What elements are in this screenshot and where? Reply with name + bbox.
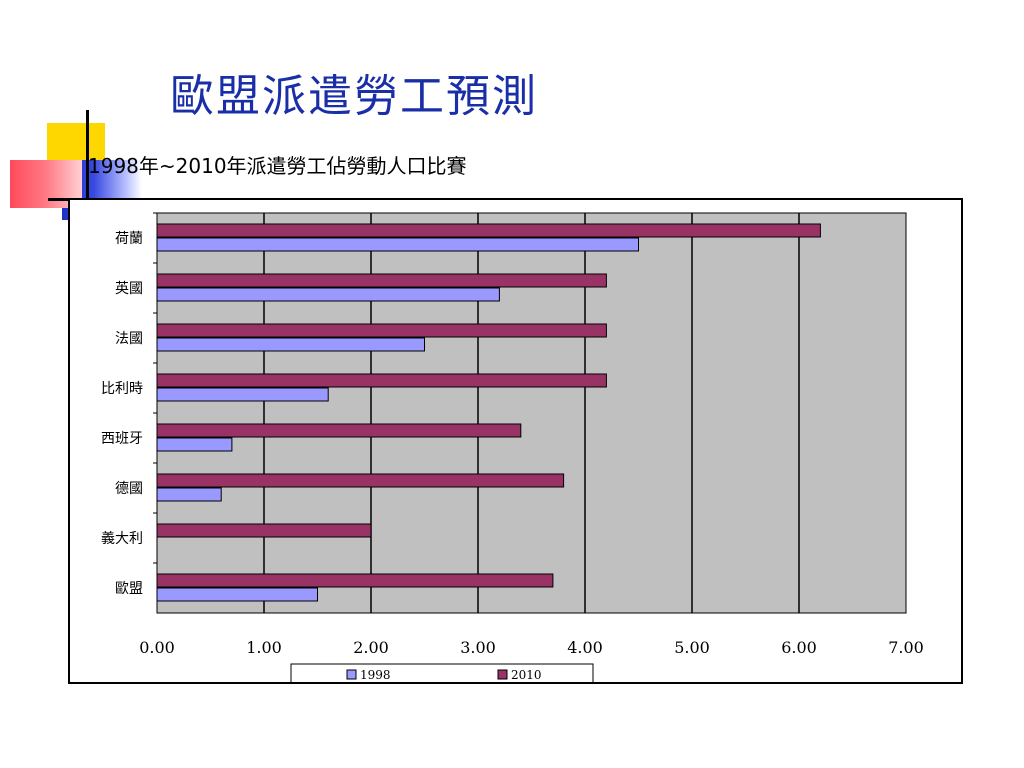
legend-label: 2010 bbox=[511, 668, 542, 682]
bar-1998 bbox=[156, 287, 500, 302]
category-label: 義大利 bbox=[101, 530, 143, 547]
category-label: 比利時 bbox=[101, 381, 143, 397]
bar-2010 bbox=[156, 373, 607, 388]
x-tick-label: 3.00 bbox=[460, 638, 496, 657]
plot-area bbox=[156, 212, 907, 614]
x-tick-label: 0.00 bbox=[139, 638, 175, 657]
category-label: 歐盟 bbox=[115, 581, 143, 597]
slide-title: 歐盟派遣勞工預測 bbox=[170, 71, 538, 122]
category-label: 西班牙 bbox=[101, 431, 143, 447]
bar-1998 bbox=[156, 337, 425, 352]
chart-frame: 荷蘭英國法國比利時西班牙德國義大利歐盟 0.00 1.00 2.00 3.00 4.00 5… bbox=[68, 198, 963, 684]
legend-label: 1998 bbox=[360, 668, 391, 682]
x-tick-label: 5.00 bbox=[674, 638, 710, 657]
category-label: 德國 bbox=[115, 481, 143, 497]
decor-vertical-line bbox=[86, 110, 89, 205]
legend-swatch-1998 bbox=[346, 669, 357, 680]
legend bbox=[290, 663, 594, 682]
x-tick-label: 4.00 bbox=[567, 638, 603, 657]
bar-2010 bbox=[156, 223, 821, 238]
bar-2010 bbox=[156, 573, 554, 588]
bar-2010 bbox=[156, 323, 607, 338]
bar-2010 bbox=[156, 473, 565, 488]
chart-title: 1998年~2010年派遣勞工佔勞動人口比賽 bbox=[88, 154, 467, 178]
x-tick-label: 6.00 bbox=[781, 638, 817, 657]
category-label: 英國 bbox=[115, 280, 143, 297]
x-tick-label: 7.00 bbox=[888, 638, 924, 657]
bar-1998 bbox=[156, 487, 222, 502]
bar-2010 bbox=[156, 273, 607, 288]
bar-1998 bbox=[156, 387, 329, 402]
bar-2010 bbox=[156, 423, 522, 438]
bar-1998 bbox=[156, 587, 318, 602]
bar-1998 bbox=[156, 437, 233, 452]
category-label: 荷蘭 bbox=[115, 231, 143, 247]
bar-2010 bbox=[156, 523, 372, 538]
x-tick-label: 1.00 bbox=[246, 638, 282, 657]
legend-swatch-2010 bbox=[497, 669, 508, 680]
category-label: 法國 bbox=[115, 331, 143, 347]
x-tick-label: 2.00 bbox=[353, 638, 389, 657]
bar-1998 bbox=[156, 237, 639, 252]
